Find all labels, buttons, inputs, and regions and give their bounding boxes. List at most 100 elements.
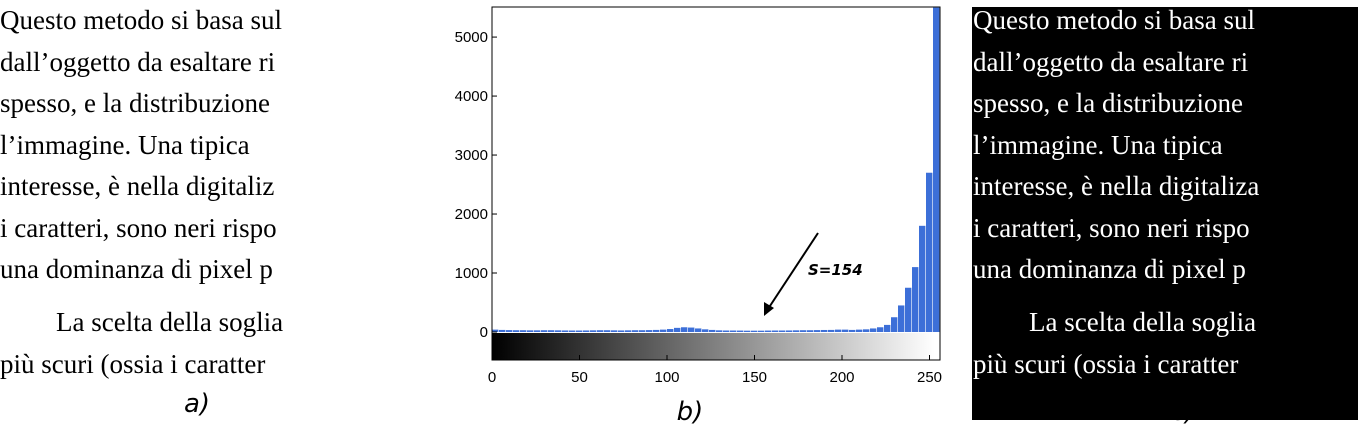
bar <box>709 329 716 332</box>
x-tick-label: 200 <box>829 369 854 386</box>
text-line: La scelta della soglia <box>56 307 283 337</box>
text-line: una dominanza di pixel p <box>973 254 1246 284</box>
caption-a: a) <box>184 389 210 419</box>
bar <box>555 330 562 332</box>
bar <box>625 330 632 332</box>
bar <box>597 330 604 332</box>
bar <box>905 287 912 332</box>
bar <box>870 328 877 332</box>
arrow-head <box>764 302 774 316</box>
bar <box>835 329 842 332</box>
bar <box>765 330 772 332</box>
annotation: S=154 <box>808 261 863 279</box>
bar <box>660 329 667 332</box>
bar <box>541 330 548 332</box>
text-line: l’immagine. Una tipica <box>0 130 250 160</box>
panel-a: Questo metodo si basa sul dall’oggetto da… <box>0 5 283 379</box>
bar <box>492 329 499 332</box>
bar <box>618 330 625 332</box>
bar <box>527 330 534 332</box>
y-tick-label: 1000 <box>455 265 488 282</box>
bar <box>821 329 828 332</box>
bar <box>926 172 933 332</box>
y-tick-label: 0 <box>480 324 488 341</box>
bar <box>779 330 786 332</box>
text-line: i caratteri, sono neri rispo <box>973 213 1250 243</box>
panel-c: Questo metodo si basa sul dall’oggetto da… <box>973 5 1259 379</box>
bar <box>562 330 569 332</box>
bar <box>786 330 793 332</box>
bar <box>891 317 898 332</box>
y-tick-label: 3000 <box>455 147 488 164</box>
bar <box>884 324 891 332</box>
bar <box>688 327 695 332</box>
text-line: i caratteri, sono neri rispo <box>0 213 277 243</box>
bar <box>590 330 597 332</box>
bar <box>744 330 751 332</box>
text-line: dall’oggetto da esaltare ri <box>0 47 275 77</box>
bar <box>933 7 940 332</box>
text-line: interesse, è nella digitaliza <box>973 171 1259 201</box>
bar <box>723 330 730 332</box>
text-line: Questo metodo si basa sul <box>973 5 1255 35</box>
bar <box>828 329 835 332</box>
text-line: l’immagine. Una tipica <box>973 130 1223 160</box>
grayscale-bar <box>492 333 935 360</box>
bar <box>807 330 814 332</box>
bar <box>506 330 513 332</box>
bar <box>639 330 646 332</box>
bar <box>716 330 723 332</box>
bar <box>702 329 709 332</box>
bar <box>849 329 856 332</box>
bar <box>667 329 674 332</box>
bar <box>604 330 611 332</box>
bar <box>695 328 702 332</box>
caption-c: c) <box>1171 397 1195 427</box>
bar <box>534 330 541 332</box>
bar <box>513 330 520 332</box>
bar <box>863 329 870 332</box>
text-line: dall’oggetto da esaltare ri <box>973 47 1248 77</box>
bar <box>583 330 590 332</box>
text-line: una dominanza di pixel p <box>0 254 273 284</box>
text-line: spesso, e la distribuzione <box>973 88 1243 118</box>
x-tick-label: 100 <box>654 369 679 386</box>
text-line: La scelta della soglia <box>1029 307 1256 337</box>
y-tick-label: 5000 <box>455 29 488 46</box>
bar <box>611 330 618 332</box>
bar <box>877 327 884 332</box>
x-tick-label: 0 <box>488 369 496 386</box>
bar <box>576 330 583 332</box>
text-line: più scuri (ossia i caratter <box>0 349 265 379</box>
bar <box>730 330 737 332</box>
bar <box>856 329 863 332</box>
bar <box>653 329 660 332</box>
bar <box>814 330 821 332</box>
bar <box>751 330 758 332</box>
text-line: interesse, è nella digitaliz <box>0 171 274 201</box>
bar <box>919 225 926 332</box>
bar <box>674 327 681 332</box>
bar <box>520 330 527 332</box>
y-tick-label: 4000 <box>455 88 488 105</box>
bar <box>793 330 800 332</box>
plot-frame <box>491 6 941 361</box>
annotation-arrow <box>765 232 819 313</box>
bar <box>772 330 779 332</box>
bar <box>632 330 639 332</box>
panel-c-background <box>972 7 1358 420</box>
bar <box>569 330 576 332</box>
bar <box>499 329 506 332</box>
x-tick-label: 50 <box>571 369 588 386</box>
bar <box>737 330 744 332</box>
bar <box>548 330 555 332</box>
caption-b: b) <box>677 397 704 427</box>
x-tick-label: 250 <box>917 369 942 386</box>
bar <box>898 305 905 332</box>
bar <box>912 267 919 332</box>
histogram-chart: 0 1000 2000 3000 4000 5000 0 50 100 150 200 250 S=15… <box>455 6 942 386</box>
x-tick-label: 150 <box>742 369 767 386</box>
bar <box>681 327 688 332</box>
text-line: spesso, e la distribuzione <box>0 88 270 118</box>
